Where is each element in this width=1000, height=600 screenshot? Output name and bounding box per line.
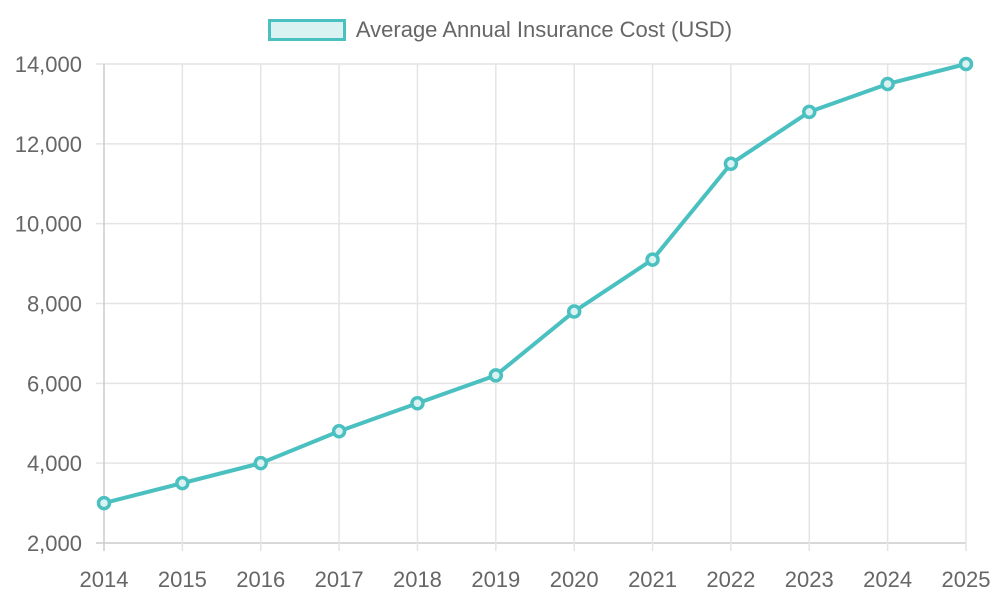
y-tick-label: 4,000: [27, 451, 82, 476]
data-point[interactable]: [566, 304, 582, 319]
x-tick-label: 2025: [942, 567, 991, 592]
data-point[interactable]: [96, 495, 112, 511]
x-tick-label: 2016: [236, 567, 285, 592]
y-tick-label: 2,000: [27, 531, 82, 556]
y-tick-label: 14,000: [15, 52, 82, 77]
x-tick-label: 2024: [863, 567, 912, 592]
y-tick-label: 10,000: [15, 212, 82, 237]
data-point[interactable]: [410, 396, 425, 411]
y-tick-label: 6,000: [27, 371, 82, 396]
x-tick-label: 2019: [471, 567, 520, 592]
data-point[interactable]: [331, 423, 347, 439]
x-tick-label: 2018: [393, 567, 442, 592]
legend-swatch[interactable]: [267, 19, 346, 41]
series-line: [103, 62, 967, 506]
data-point[interactable]: [802, 104, 817, 120]
data-point[interactable]: [645, 252, 660, 267]
data-point[interactable]: [488, 368, 504, 383]
y-tick-label: 8,000: [27, 292, 82, 317]
data-point[interactable]: [253, 455, 268, 471]
x-tick-label: 2017: [315, 567, 364, 592]
chart-legend[interactable]: Average Annual Insurance Cost (USD): [0, 17, 1000, 43]
y-tick-label: 12,000: [15, 132, 82, 157]
x-tick-label: 2021: [628, 567, 677, 592]
data-point[interactable]: [723, 156, 739, 172]
x-tick-label: 2015: [158, 567, 207, 592]
x-tick-label: 2020: [550, 567, 599, 592]
x-tick-label: 2014: [80, 567, 129, 592]
data-series: [96, 56, 974, 511]
x-axis: 2014 2015 2016 2017 2018 2019 2020 2021 2022 2023…: [80, 567, 991, 592]
x-tick-label: 2022: [706, 567, 755, 592]
data-point[interactable]: [880, 76, 895, 92]
grid-lines: [96, 63, 967, 551]
data-point[interactable]: [175, 475, 190, 491]
x-tick-label: 2023: [785, 567, 834, 592]
data-point[interactable]: [958, 56, 974, 72]
y-axis: 2,000 4,000 6,000 8,000 10,000 12,000 14,000: [15, 52, 82, 556]
legend-label: Average Annual Insurance Cost (USD): [355, 17, 733, 42]
